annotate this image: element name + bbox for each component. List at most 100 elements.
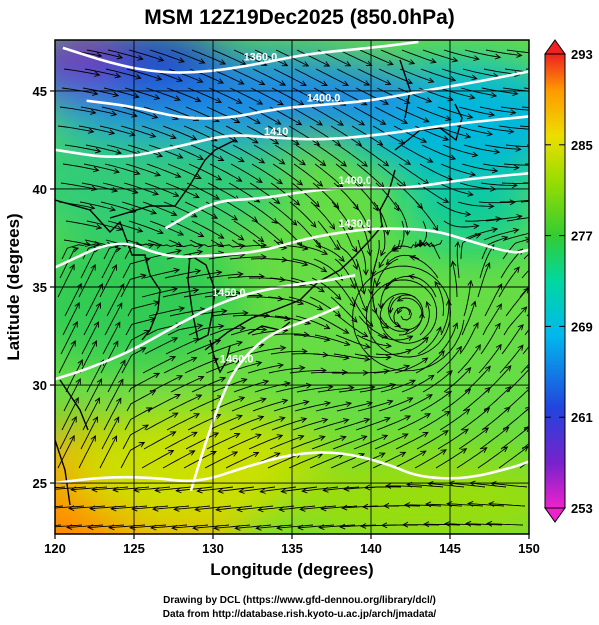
- streamline-arrowhead: [318, 524, 325, 531]
- streamline: [397, 87, 432, 103]
- streamline-arrowhead: [260, 397, 267, 403]
- streamline: [251, 163, 283, 185]
- streamline-arrowhead: [297, 524, 304, 531]
- streamline-arrowhead: [87, 524, 94, 531]
- streamline-arrowhead: [214, 288, 221, 295]
- streamline-arrowhead: [68, 505, 75, 512]
- streamline: [332, 435, 367, 450]
- streamline: [128, 373, 160, 393]
- streamline-arrowhead: [108, 524, 115, 531]
- streamline-arrowhead: [46, 525, 51, 530]
- streamline: [457, 201, 494, 207]
- streamline: [145, 412, 179, 431]
- streamline: [233, 380, 269, 393]
- streamline: [338, 49, 372, 66]
- streamline: [191, 49, 226, 65]
- streamline: [519, 460, 529, 469]
- streamline: [444, 523, 482, 526]
- streamline-arrowhead: [174, 172, 182, 178]
- streamline: [170, 49, 205, 64]
- streamline: [456, 447, 487, 469]
- streamline: [81, 182, 118, 192]
- streamline: [437, 428, 469, 450]
- streamline: [400, 144, 433, 163]
- streamline-arrowhead: [484, 386, 491, 393]
- streamline: [105, 68, 141, 79]
- streamline: [315, 239, 345, 262]
- colorbar-ticks: 253 261 269 277 285 293: [545, 47, 593, 516]
- streamline-arrowhead: [432, 224, 439, 232]
- streamline: [249, 347, 286, 355]
- streamline-arrowhead: [316, 304, 324, 311]
- streamline: [239, 486, 276, 493]
- streamline: [254, 49, 288, 67]
- streamline: [166, 251, 203, 260]
- streamline: [122, 258, 150, 279]
- streamline-arrowhead: [513, 266, 520, 273]
- streamline-arrowhead: [496, 303, 502, 310]
- streamline: [372, 296, 389, 329]
- streamline: [148, 144, 183, 159]
- streamline-arrowhead: [143, 330, 151, 336]
- streamline-arrowhead: [470, 300, 477, 308]
- streamline-arrowhead: [488, 111, 496, 118]
- streamline: [64, 144, 101, 152]
- streamline: [260, 486, 297, 493]
- streamline: [330, 125, 362, 146]
- streamline: [439, 87, 475, 99]
- streamline: [81, 321, 99, 355]
- streamline: [273, 68, 307, 86]
- streamline-arrowhead: [281, 398, 289, 405]
- streamline: [407, 484, 444, 488]
- y-tick-label: 35: [33, 280, 47, 295]
- streamline: [147, 393, 181, 412]
- streamline-arrowhead: [339, 523, 346, 530]
- streamline: [247, 364, 284, 374]
- streamline: [62, 163, 99, 171]
- streamline: [310, 201, 335, 230]
- streamline: [123, 182, 159, 195]
- streamline-arrowhead: [343, 485, 350, 492]
- streamline: [309, 125, 341, 146]
- streamline: [225, 125, 259, 144]
- streamline-arrowhead: [116, 302, 123, 309]
- streamline-arrowhead: [177, 230, 185, 236]
- streamline: [124, 87, 160, 100]
- streamline: [252, 239, 287, 249]
- streamline-arrowhead: [473, 322, 479, 329]
- streamline-arrowhead: [261, 326, 268, 333]
- streamline-arrowhead: [217, 78, 225, 84]
- streamline-arrowhead: [494, 53, 502, 60]
- streamline-arrowhead: [169, 431, 177, 437]
- streamline: [191, 220, 224, 239]
- streamline-arrowhead: [445, 390, 453, 397]
- streamline: [443, 367, 471, 393]
- streamline: [252, 68, 286, 86]
- streamline: [419, 163, 453, 181]
- streamline: [438, 182, 473, 196]
- streamline-arrowhead: [113, 416, 120, 423]
- streamline-arrowhead: [451, 56, 459, 63]
- streamline: [235, 524, 272, 529]
- streamline: [435, 125, 471, 138]
- streamline: [230, 163, 263, 183]
- streamline-arrowhead: [142, 424, 149, 430]
- streamline-arrowhead: [263, 312, 271, 319]
- streamline-arrowhead: [167, 450, 175, 456]
- y-axis-label: Latitude (degrees): [4, 213, 23, 360]
- streamline-arrowhead: [280, 345, 287, 351]
- streamline: [439, 408, 470, 431]
- streamline: [113, 486, 150, 491]
- streamline: [55, 524, 83, 528]
- streamline-arrowhead: [176, 241, 183, 247]
- streamline: [420, 68, 456, 81]
- streamline-arrowhead: [258, 79, 266, 86]
- streamline-arrowhead: [344, 61, 352, 67]
- streamline-arrowhead: [382, 99, 390, 105]
- y-tick-label: 30: [33, 378, 47, 393]
- streamline: [64, 283, 82, 317]
- streamline-arrowhead: [426, 394, 433, 400]
- streamline-arrowhead: [414, 241, 421, 249]
- streamline: [60, 182, 97, 190]
- streamline: [207, 341, 243, 355]
